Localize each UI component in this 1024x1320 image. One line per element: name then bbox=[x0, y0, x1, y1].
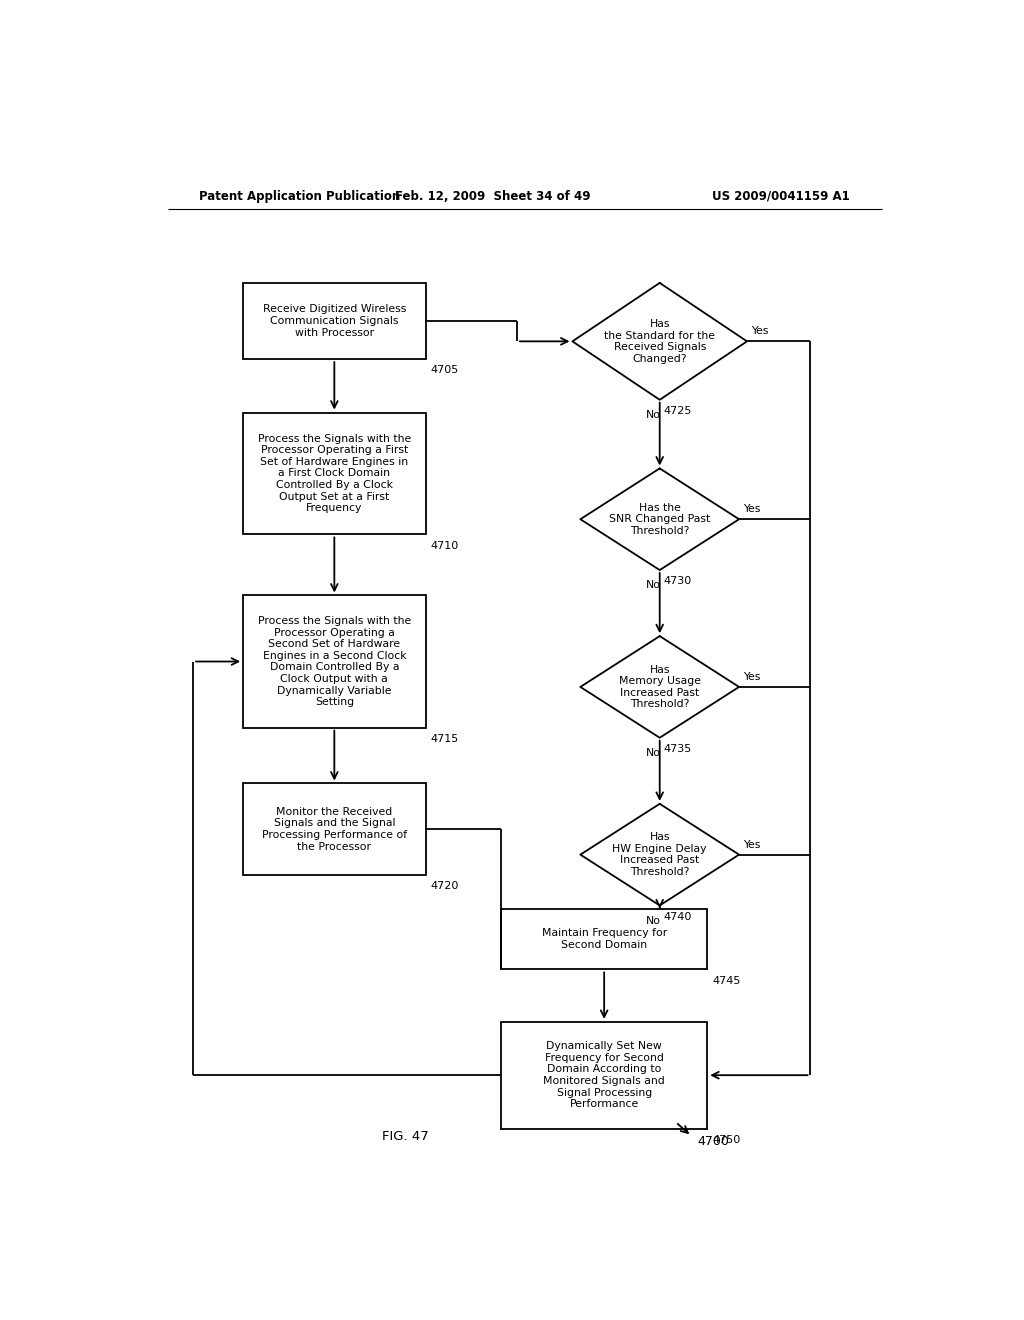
Text: Has the
SNR Changed Past
Threshold?: Has the SNR Changed Past Threshold? bbox=[609, 503, 711, 536]
FancyBboxPatch shape bbox=[501, 908, 708, 969]
Text: Yes: Yes bbox=[743, 840, 761, 850]
Text: Has
HW Engine Delay
Increased Past
Threshold?: Has HW Engine Delay Increased Past Thres… bbox=[612, 832, 707, 876]
Text: Maintain Frequency for
Second Domain: Maintain Frequency for Second Domain bbox=[542, 928, 667, 950]
Text: No: No bbox=[645, 916, 660, 925]
Text: Process the Signals with the
Processor Operating a First
Set of Hardware Engines: Process the Signals with the Processor O… bbox=[258, 434, 411, 513]
Text: Patent Application Publication: Patent Application Publication bbox=[200, 190, 400, 202]
Polygon shape bbox=[581, 636, 739, 738]
Text: 4705: 4705 bbox=[430, 366, 459, 375]
Text: 4700: 4700 bbox=[697, 1135, 730, 1148]
Text: 4725: 4725 bbox=[664, 405, 692, 416]
Polygon shape bbox=[572, 282, 748, 400]
Polygon shape bbox=[581, 804, 739, 906]
Text: FIG. 47: FIG. 47 bbox=[382, 1130, 429, 1143]
Text: Receive Digitized Wireless
Communication Signals
with Processor: Receive Digitized Wireless Communication… bbox=[262, 305, 407, 338]
FancyBboxPatch shape bbox=[243, 282, 426, 359]
Text: Has
the Standard for the
Received Signals
Changed?: Has the Standard for the Received Signal… bbox=[604, 319, 715, 364]
Text: Yes: Yes bbox=[751, 326, 768, 337]
FancyBboxPatch shape bbox=[243, 595, 426, 727]
FancyBboxPatch shape bbox=[501, 1022, 708, 1129]
Text: 4750: 4750 bbox=[712, 1135, 740, 1144]
Text: Monitor the Received
Signals and the Signal
Processing Performance of
the Proces: Monitor the Received Signals and the Sig… bbox=[262, 807, 407, 851]
Text: No: No bbox=[645, 748, 660, 758]
Text: 4720: 4720 bbox=[430, 880, 459, 891]
Text: 4740: 4740 bbox=[664, 912, 692, 921]
Text: No: No bbox=[645, 581, 660, 590]
Text: Process the Signals with the
Processor Operating a
Second Set of Hardware
Engine: Process the Signals with the Processor O… bbox=[258, 616, 411, 708]
Polygon shape bbox=[581, 469, 739, 570]
Text: Yes: Yes bbox=[743, 672, 761, 682]
Text: Yes: Yes bbox=[743, 504, 761, 515]
Text: Feb. 12, 2009  Sheet 34 of 49: Feb. 12, 2009 Sheet 34 of 49 bbox=[395, 190, 591, 202]
Text: 4715: 4715 bbox=[430, 734, 459, 743]
Text: Has
Memory Usage
Increased Past
Threshold?: Has Memory Usage Increased Past Threshol… bbox=[618, 664, 700, 709]
Text: 4735: 4735 bbox=[664, 744, 692, 754]
Text: 4730: 4730 bbox=[664, 576, 692, 586]
Text: US 2009/0041159 A1: US 2009/0041159 A1 bbox=[713, 190, 850, 202]
FancyBboxPatch shape bbox=[243, 413, 426, 535]
Text: 4745: 4745 bbox=[712, 975, 740, 986]
Text: 4710: 4710 bbox=[430, 541, 459, 550]
Text: No: No bbox=[645, 411, 660, 420]
FancyBboxPatch shape bbox=[243, 784, 426, 875]
Text: Dynamically Set New
Frequency for Second
Domain According to
Monitored Signals a: Dynamically Set New Frequency for Second… bbox=[544, 1041, 665, 1109]
